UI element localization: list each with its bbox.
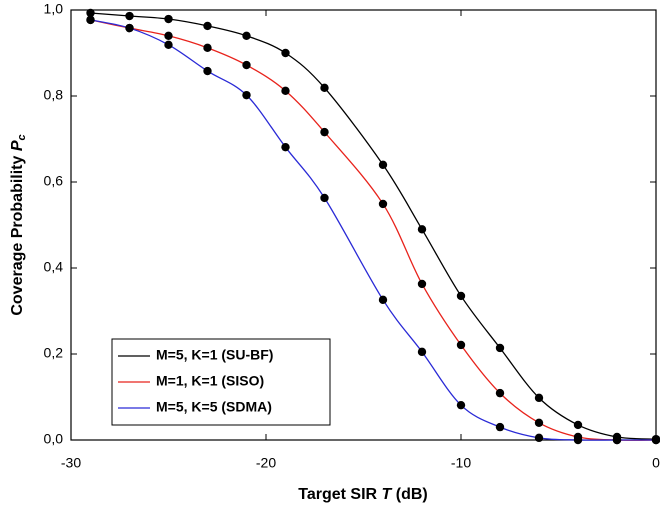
y-axis-label: Coverage Probability Pc xyxy=(9,134,28,315)
data-point xyxy=(651,435,660,445)
data-point xyxy=(495,422,505,432)
data-point xyxy=(164,40,173,50)
legend-label: M=5, K=1 (SU-BF) xyxy=(156,347,273,363)
y-tick-label: 1,0 xyxy=(44,1,64,17)
data-point xyxy=(86,8,95,18)
data-point xyxy=(281,48,290,58)
y-tick-label: 0,8 xyxy=(44,87,64,103)
data-point xyxy=(164,31,173,40)
data-point xyxy=(281,142,290,152)
data-point xyxy=(242,31,251,40)
x-tick-label: -30 xyxy=(61,455,81,471)
data-point xyxy=(320,193,329,203)
data-point xyxy=(378,160,388,169)
data-point xyxy=(242,90,251,100)
y-tick-label: 0,2 xyxy=(44,345,64,361)
data-point xyxy=(573,435,583,445)
data-point xyxy=(495,343,505,353)
data-point xyxy=(242,60,251,70)
data-point xyxy=(417,279,427,289)
data-point xyxy=(86,15,95,25)
data-point xyxy=(203,66,212,76)
data-point xyxy=(320,127,329,137)
data-point xyxy=(456,340,466,350)
data-point xyxy=(417,347,427,357)
data-point xyxy=(417,225,427,234)
y-tick-label: 0,4 xyxy=(44,259,64,275)
data-point xyxy=(164,14,173,24)
data-point xyxy=(125,23,134,33)
plot-frame xyxy=(70,9,657,441)
data-point xyxy=(203,43,212,53)
data-point xyxy=(378,199,388,209)
x-tick-label: 0 xyxy=(652,455,660,471)
data-point xyxy=(320,83,329,93)
data-point xyxy=(534,433,544,443)
y-tick-label: 0,6 xyxy=(44,173,64,189)
x-tick-label: -20 xyxy=(256,455,276,471)
data-point xyxy=(573,420,583,430)
data-point xyxy=(534,418,544,427)
data-point xyxy=(534,393,544,403)
legend-label: M=5, K=5 (SDMA) xyxy=(156,399,272,415)
x-tick-label: -10 xyxy=(451,455,471,471)
data-point xyxy=(456,291,466,301)
data-point xyxy=(495,388,505,398)
y-tick-label: 0,0 xyxy=(44,431,64,447)
data-point xyxy=(612,435,622,445)
legend-label: M=1, K=1 (SISO) xyxy=(156,373,264,389)
series-line xyxy=(90,19,656,441)
data-point xyxy=(125,11,134,21)
data-point xyxy=(203,21,212,31)
x-axis-label: Target SIR T (dB) xyxy=(298,486,428,503)
data-point xyxy=(378,295,388,305)
data-point xyxy=(281,86,290,96)
data-point xyxy=(456,400,466,410)
